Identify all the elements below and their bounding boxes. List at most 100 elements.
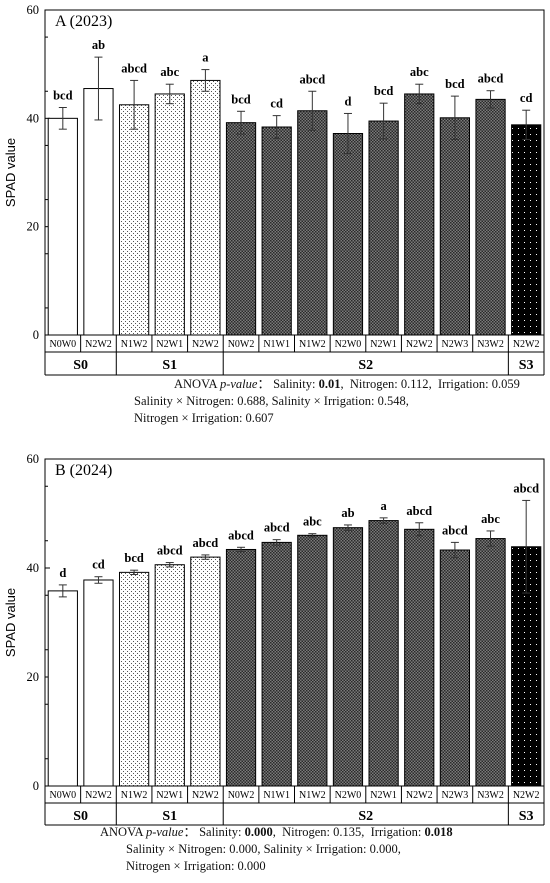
group-label: S2 xyxy=(358,358,373,373)
group-label: S0 xyxy=(73,809,88,824)
bar xyxy=(190,79,221,336)
anova-b-line2: Salinity × Nitrogen: 0.000, Salinity × I… xyxy=(126,842,401,856)
significance-letter: cd xyxy=(520,91,533,105)
anova-b-line1: ANOVA p-value： Salinity: 0.000, Nitrogen… xyxy=(100,825,453,839)
significance-letter: abcd xyxy=(299,72,325,86)
group-label: S3 xyxy=(519,358,534,373)
significance-letter: abc xyxy=(410,65,429,79)
group-label: S0 xyxy=(73,358,88,373)
x-tick-label: N2W0 xyxy=(335,339,362,350)
significance-letter: abc xyxy=(160,65,179,79)
bar xyxy=(297,110,328,336)
x-tick-label: N2W3 xyxy=(442,339,469,350)
x-tick-label: N2W1 xyxy=(156,790,183,801)
group-label: S1 xyxy=(162,809,177,824)
bar xyxy=(261,541,292,787)
significance-letter: cd xyxy=(270,97,283,111)
significance-letter: abcd xyxy=(406,504,432,518)
significance-letter: bcd xyxy=(445,77,465,91)
significance-letter: abc xyxy=(481,512,500,526)
y-tick-label: 0 xyxy=(33,779,39,793)
significance-letter: abcd xyxy=(157,544,183,558)
x-tick-label: N0W2 xyxy=(228,339,255,350)
bar xyxy=(154,564,185,787)
bar xyxy=(332,527,364,787)
bar xyxy=(439,117,471,336)
x-tick-label: N2W2 xyxy=(85,339,112,350)
bar xyxy=(404,528,435,787)
x-tick-label: N1W2 xyxy=(121,339,148,350)
x-tick-label: N0W0 xyxy=(49,339,76,350)
significance-letter: bcd xyxy=(124,551,144,565)
x-tick-label: N2W2 xyxy=(513,790,540,801)
significance-letter: bcd xyxy=(53,89,73,103)
x-tick-label: N2W2 xyxy=(85,790,112,801)
significance-letter: abcd xyxy=(478,72,504,86)
x-tick-label: N1W1 xyxy=(263,339,290,350)
group-label: S2 xyxy=(358,809,373,824)
anova-a-line1: ANOVA p-value： Salinity: 0.01, Nitrogen:… xyxy=(174,377,520,391)
group-label: S1 xyxy=(162,358,177,373)
group-label: S3 xyxy=(519,809,534,824)
x-tick-label: N2W3 xyxy=(442,790,469,801)
x-tick-label: N2W1 xyxy=(156,339,183,350)
y-tick-label: 40 xyxy=(27,561,40,575)
significance-letter: abcd xyxy=(193,536,219,550)
x-tick-label: N3W2 xyxy=(477,339,504,350)
significance-letter: d xyxy=(344,94,351,108)
x-tick-label: N2W2 xyxy=(192,339,219,350)
significance-letter: d xyxy=(59,566,66,580)
x-tick-label: N0W0 xyxy=(49,790,76,801)
bar xyxy=(332,133,364,336)
bar xyxy=(190,556,221,787)
x-tick-label: N2W2 xyxy=(406,339,433,350)
x-tick-label: N2W2 xyxy=(192,790,219,801)
significance-letter: ab xyxy=(341,506,354,520)
bar xyxy=(154,93,185,336)
significance-letter: abc xyxy=(303,515,322,529)
y-tick-label: 20 xyxy=(27,220,40,234)
anova-b-line3: Nitrogen × Irrigation: 0.000 xyxy=(126,859,266,873)
bar xyxy=(225,122,257,336)
bar xyxy=(225,548,257,787)
significance-letter: abcd xyxy=(264,521,290,535)
significance-letter: a xyxy=(380,499,387,513)
chart-title: A (2023) xyxy=(55,13,112,30)
anova-a-line2: Salinity × Nitrogen: 0.688, Salinity × I… xyxy=(134,394,409,408)
bar xyxy=(261,126,292,336)
significance-letter: bcd xyxy=(231,92,251,106)
bar xyxy=(511,124,542,336)
significance-letter: abcd xyxy=(228,528,254,542)
significance-letter: cd xyxy=(92,558,105,572)
significance-letter: abcd xyxy=(442,523,468,537)
significance-letter: bcd xyxy=(374,84,394,98)
bar xyxy=(118,104,150,336)
y-axis-label: SPAD value xyxy=(3,588,18,657)
bar xyxy=(404,93,435,336)
bar xyxy=(118,571,150,787)
x-tick-label: N2W1 xyxy=(370,339,397,350)
bar xyxy=(83,579,114,787)
x-tick-label: N2W0 xyxy=(335,790,362,801)
y-tick-label: 60 xyxy=(27,3,40,17)
bar xyxy=(368,520,399,787)
y-tick-label: 20 xyxy=(27,670,40,684)
x-tick-label: N2W1 xyxy=(370,790,397,801)
bar xyxy=(47,117,78,336)
significance-letter: a xyxy=(202,51,209,65)
bar xyxy=(439,549,471,787)
bar xyxy=(83,88,114,336)
bar xyxy=(368,120,399,336)
x-tick-label: N1W2 xyxy=(299,339,326,350)
anova-a-line3: Nitrogen × Irrigation: 0.607 xyxy=(134,411,274,425)
significance-letter: abcd xyxy=(513,481,539,495)
y-tick-label: 40 xyxy=(27,111,40,125)
y-tick-label: 0 xyxy=(33,328,39,342)
bar xyxy=(475,98,506,336)
x-tick-label: N3W2 xyxy=(477,790,504,801)
x-tick-label: N1W2 xyxy=(299,790,326,801)
